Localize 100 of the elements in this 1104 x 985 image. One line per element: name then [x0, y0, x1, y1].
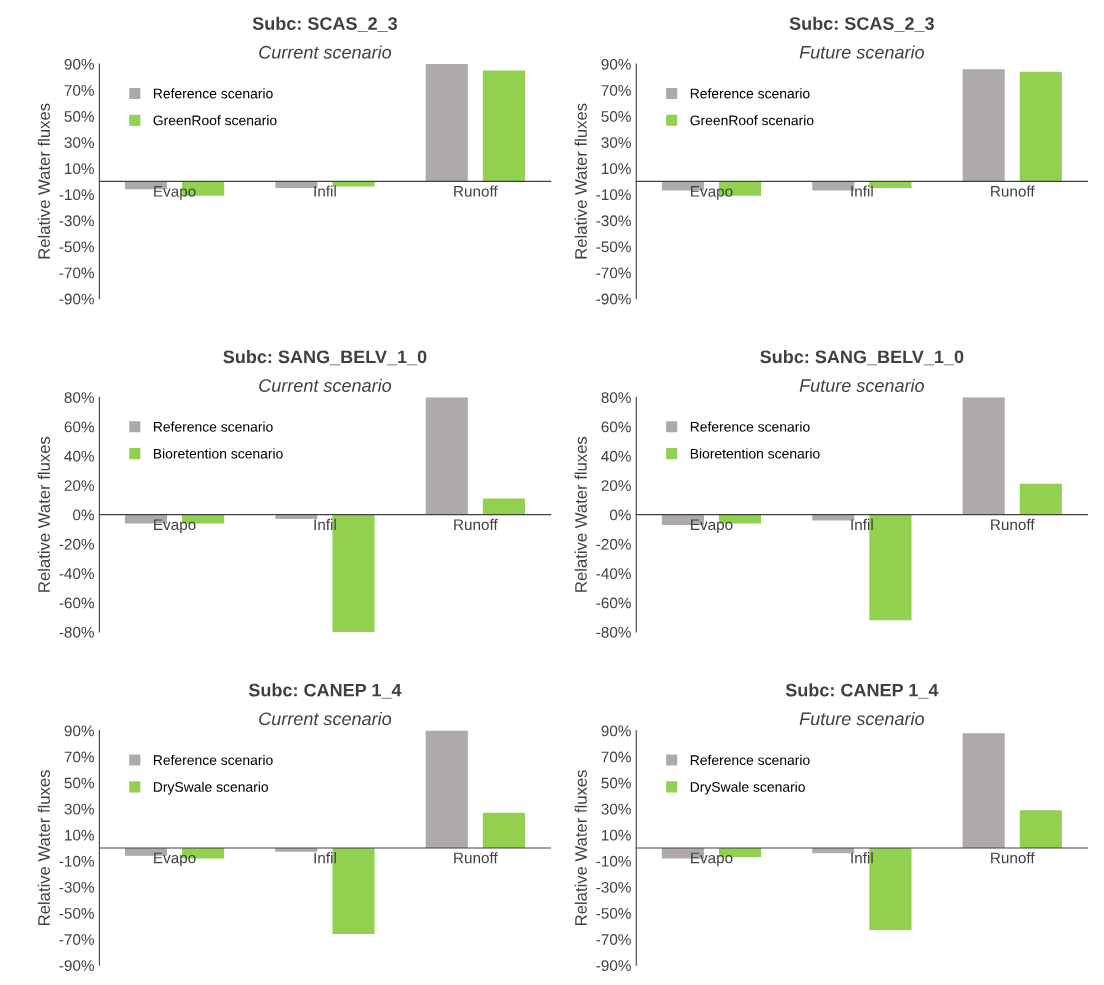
- legend-label: Bioretention scenario: [690, 448, 820, 459]
- y-tick-label: 10%: [601, 163, 631, 175]
- x-tick-label: Evapo: [691, 186, 733, 200]
- y-axis-title: Relative Water fluxes: [37, 436, 50, 592]
- bar: [425, 730, 468, 848]
- y-tick-label: -50%: [596, 241, 631, 253]
- y-tick-label: -70%: [59, 934, 94, 945]
- chart-subtitle: Current scenario: [259, 378, 392, 392]
- chart-title: Subc: CANEP 1_4: [248, 683, 402, 699]
- bar: [425, 64, 468, 182]
- x-tick-label: Infil: [314, 185, 336, 197]
- bar: [332, 181, 375, 187]
- y-tick-label: 0%: [609, 509, 631, 521]
- x-tick-label: Runoff: [991, 852, 1035, 864]
- y-tick-label: 60%: [601, 421, 631, 433]
- y-tick-label: -90%: [59, 293, 94, 305]
- y-tick-label: 30%: [601, 803, 631, 815]
- chart-title: Subc: SANG_BELV_1_0: [223, 349, 427, 366]
- y-tick-label: 70%: [601, 84, 631, 96]
- x-tick-label: Infil: [851, 185, 873, 197]
- x-tick-label: Runoff: [991, 185, 1035, 197]
- y-axis-title: Relative Water fluxes: [37, 103, 50, 259]
- y-tick-label: -40%: [59, 568, 94, 580]
- y-tick-label: -50%: [596, 908, 631, 919]
- y-tick-label: 70%: [64, 84, 94, 96]
- y-tick-label: -60%: [59, 597, 94, 609]
- y-tick-label: -30%: [59, 215, 94, 227]
- y-tick-label: 80%: [64, 392, 94, 403]
- y-tick-label: 80%: [601, 392, 631, 403]
- y-tick-label: -10%: [596, 189, 631, 201]
- y-tick-label: -30%: [596, 215, 631, 227]
- y-tick-label: 20%: [601, 480, 631, 492]
- y-tick-label: -80%: [596, 626, 631, 638]
- y-tick-label: -70%: [596, 267, 631, 279]
- bar: [1019, 71, 1062, 182]
- legend-label: GreenRoof scenario: [153, 115, 277, 126]
- y-tick-label: 90%: [64, 58, 94, 70]
- bar: [962, 733, 1005, 848]
- chart-subtitle: Current scenario: [259, 45, 392, 59]
- x-tick-label: Runoff: [454, 852, 498, 864]
- y-tick-label: 50%: [601, 111, 631, 122]
- x-tick-label: Evapo: [691, 519, 733, 534]
- chart-subtitle: Current scenario: [259, 711, 392, 726]
- y-tick-label: -80%: [59, 626, 94, 638]
- y-axis-title: Relative Water fluxes: [574, 436, 587, 592]
- bar: [482, 70, 525, 182]
- y-tick-label: 50%: [64, 111, 94, 122]
- chart-subtitle: Future scenario: [799, 711, 925, 726]
- y-tick-label: 70%: [64, 751, 94, 763]
- bar: [1019, 483, 1062, 515]
- y-tick-label: 30%: [64, 803, 94, 815]
- y-tick-label: -30%: [596, 881, 631, 893]
- x-tick-label: Runoff: [454, 185, 498, 197]
- y-tick-label: 60%: [64, 421, 94, 433]
- chart-subtitle: Future scenario: [799, 378, 925, 392]
- y-axis-title: Relative Water fluxes: [574, 770, 587, 925]
- y-tick-label: 90%: [64, 725, 94, 737]
- y-tick-label: 30%: [64, 137, 94, 148]
- x-tick-label: Runoff: [991, 518, 1035, 531]
- x-tick-label: Evapo: [154, 852, 196, 867]
- y-tick-label: -70%: [596, 934, 631, 945]
- y-tick-label: 70%: [601, 751, 631, 763]
- chart-title: Subc: SANG_BELV_1_0: [760, 349, 964, 366]
- chart-subtitle: Future scenario: [799, 45, 925, 59]
- y-tick-label: -90%: [596, 293, 631, 305]
- y-tick-label: 50%: [64, 777, 94, 789]
- y-tick-label: -40%: [596, 568, 631, 580]
- y-axis-title: Relative Water fluxes: [574, 103, 587, 259]
- y-tick-label: 10%: [601, 829, 631, 841]
- y-tick-label: -30%: [59, 881, 94, 893]
- y-tick-label: -90%: [596, 960, 631, 971]
- bar: [962, 397, 1005, 515]
- legend-label: Bioretention scenario: [153, 448, 283, 459]
- x-tick-label: Evapo: [691, 852, 733, 867]
- y-tick-label: -50%: [59, 241, 94, 253]
- legend-label: Reference scenario: [153, 754, 273, 766]
- y-tick-label: -20%: [59, 538, 94, 550]
- y-tick-label: -70%: [59, 267, 94, 279]
- y-tick-label: 50%: [601, 777, 631, 789]
- y-tick-label: -10%: [596, 855, 631, 867]
- y-tick-label: 90%: [601, 58, 631, 70]
- y-tick-label: -10%: [59, 189, 94, 201]
- y-tick-label: 0%: [73, 509, 94, 521]
- legend-label: GreenRoof scenario: [690, 115, 814, 126]
- y-tick-label: 90%: [601, 725, 631, 737]
- y-tick-label: 10%: [65, 829, 94, 841]
- y-tick-label: 40%: [601, 450, 631, 462]
- bar: [962, 69, 1005, 182]
- x-tick-label: Evapo: [154, 186, 196, 200]
- bar: [1019, 810, 1062, 848]
- y-tick-label: 40%: [64, 450, 94, 462]
- legend-label: Reference scenario: [690, 754, 810, 766]
- x-tick-label: Runoff: [454, 518, 498, 531]
- chart-title: Subc: SCAS_2_3: [789, 16, 934, 32]
- y-tick-label: -50%: [59, 908, 94, 919]
- x-tick-label: Evapo: [154, 519, 196, 534]
- legend-label: Reference scenario: [153, 88, 273, 99]
- chart-title: Subc: CANEP 1_4: [785, 683, 939, 699]
- y-tick-label: 30%: [601, 137, 631, 148]
- y-tick-label: 20%: [64, 480, 94, 492]
